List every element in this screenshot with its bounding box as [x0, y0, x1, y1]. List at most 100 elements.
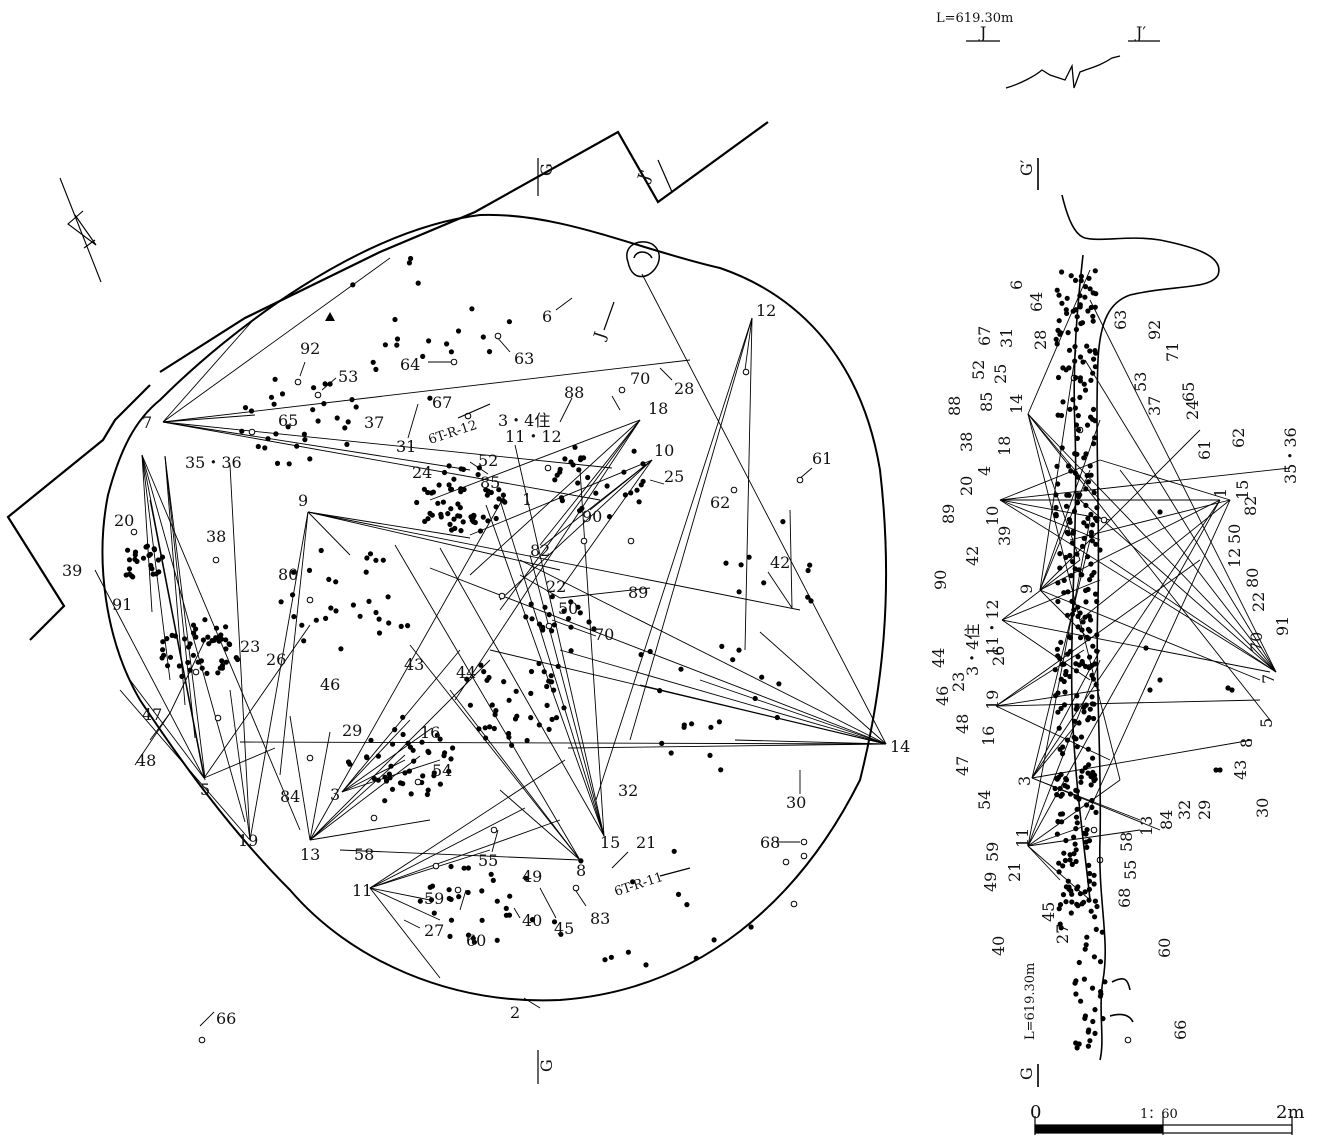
section-number-label: 90 [931, 570, 950, 590]
section-refit-line [1027, 413, 1101, 501]
open-point [627, 537, 635, 545]
artifact-point [1087, 654, 1093, 660]
artifact-point [301, 431, 307, 437]
artifact-point [1058, 793, 1064, 799]
plan-number-label: 89 [628, 583, 648, 602]
artifact-point [606, 514, 613, 520]
artifact-point [1063, 837, 1069, 844]
artifact-point [558, 931, 564, 937]
refit-line [369, 849, 491, 889]
artifact-point [1052, 785, 1058, 792]
artifact-point [678, 666, 684, 672]
gg-bottom-label: G [1017, 1067, 1036, 1080]
artifact-point [1080, 359, 1086, 365]
artifact-point [1061, 850, 1067, 856]
artifact-point [279, 391, 286, 397]
artifact-point [415, 280, 421, 286]
artifact-point [659, 740, 665, 747]
plan-label-j-inner: J [589, 329, 610, 343]
plan-number-label: 40 [522, 911, 542, 930]
plan-number-label: 38 [206, 527, 226, 546]
artifact-point [1058, 676, 1064, 682]
open-point [454, 886, 462, 894]
open-point [800, 852, 808, 860]
artifact-point [406, 260, 412, 266]
artifact-point [273, 431, 279, 437]
artifact-point [500, 498, 506, 504]
artifact-point [551, 622, 558, 628]
artifact-point [486, 349, 493, 355]
artifact-point [1229, 687, 1235, 693]
artifact-point [448, 756, 454, 762]
artifact-point [187, 667, 193, 673]
artifact-point [272, 376, 278, 382]
artifact-point [1058, 412, 1065, 419]
section-number-label: 89 [939, 504, 958, 524]
artifact-point [481, 669, 487, 675]
artifact-point [1091, 881, 1097, 887]
artifact-point [675, 891, 682, 898]
artifact-point [577, 457, 584, 463]
section-number-label: 42 [963, 546, 982, 566]
artifact-point [622, 492, 629, 498]
artifact-point [549, 594, 555, 600]
artifact-point [479, 888, 485, 894]
artifact-point [1060, 892, 1067, 898]
artifact-point [429, 883, 436, 889]
gg-subfeature-label-11-12: 11・12 [983, 599, 1002, 656]
plan-number-label: 60 [466, 931, 486, 950]
section-number-label: 19 [983, 690, 1002, 710]
artifact-point [500, 492, 506, 498]
artifact-point [552, 477, 558, 483]
artifact-point [1053, 504, 1059, 511]
artifact-point [1078, 774, 1084, 780]
artifact-point [347, 761, 353, 767]
artifact-point [424, 791, 430, 798]
artifact-point [636, 499, 642, 505]
refit-line [394, 544, 581, 861]
artifact-point [1091, 954, 1097, 960]
artifact-point [1074, 820, 1080, 826]
plan-number-label: 43 [404, 655, 424, 674]
refit-line [629, 317, 753, 741]
artifact-point [1056, 906, 1062, 912]
refit-line [341, 649, 461, 793]
artifact-point [421, 486, 427, 492]
artifact-point [134, 558, 140, 565]
artifact-point [322, 381, 328, 387]
artifact-point [200, 637, 206, 643]
refit-line [289, 715, 311, 841]
artifact-point [483, 735, 489, 741]
refit-line [734, 739, 887, 745]
refit-line [449, 689, 581, 861]
plan-number-label: 12 [756, 301, 776, 320]
artifact-point [179, 673, 185, 680]
artifact-point [738, 562, 744, 568]
artifact-point [1085, 636, 1091, 642]
artifact-point [1063, 671, 1069, 678]
refit-line [307, 511, 471, 539]
plan-number-label: 53 [338, 367, 358, 386]
artifact-point [1053, 511, 1059, 517]
artifact-point [634, 487, 640, 493]
refit-line [164, 455, 206, 779]
artifact-point [414, 499, 420, 506]
artifact-point [1089, 797, 1095, 804]
artifact-point [1053, 492, 1059, 498]
section-number-label: 64 [1027, 292, 1046, 312]
section-refit-line [1031, 649, 1101, 779]
artifact-point [565, 616, 572, 622]
artifact-point [306, 567, 313, 574]
artifact-point [585, 474, 591, 481]
section-number-label: 55 [1121, 860, 1140, 880]
section-refit-line [1027, 413, 1277, 673]
artifact-point [1063, 307, 1069, 313]
artifact-point [456, 894, 462, 900]
artifact-point [140, 555, 147, 561]
artifact-point [1073, 847, 1079, 853]
artifact-point [628, 490, 634, 496]
artifact-point [506, 912, 513, 918]
artifact-point [405, 740, 411, 746]
artifact-point [736, 589, 742, 595]
